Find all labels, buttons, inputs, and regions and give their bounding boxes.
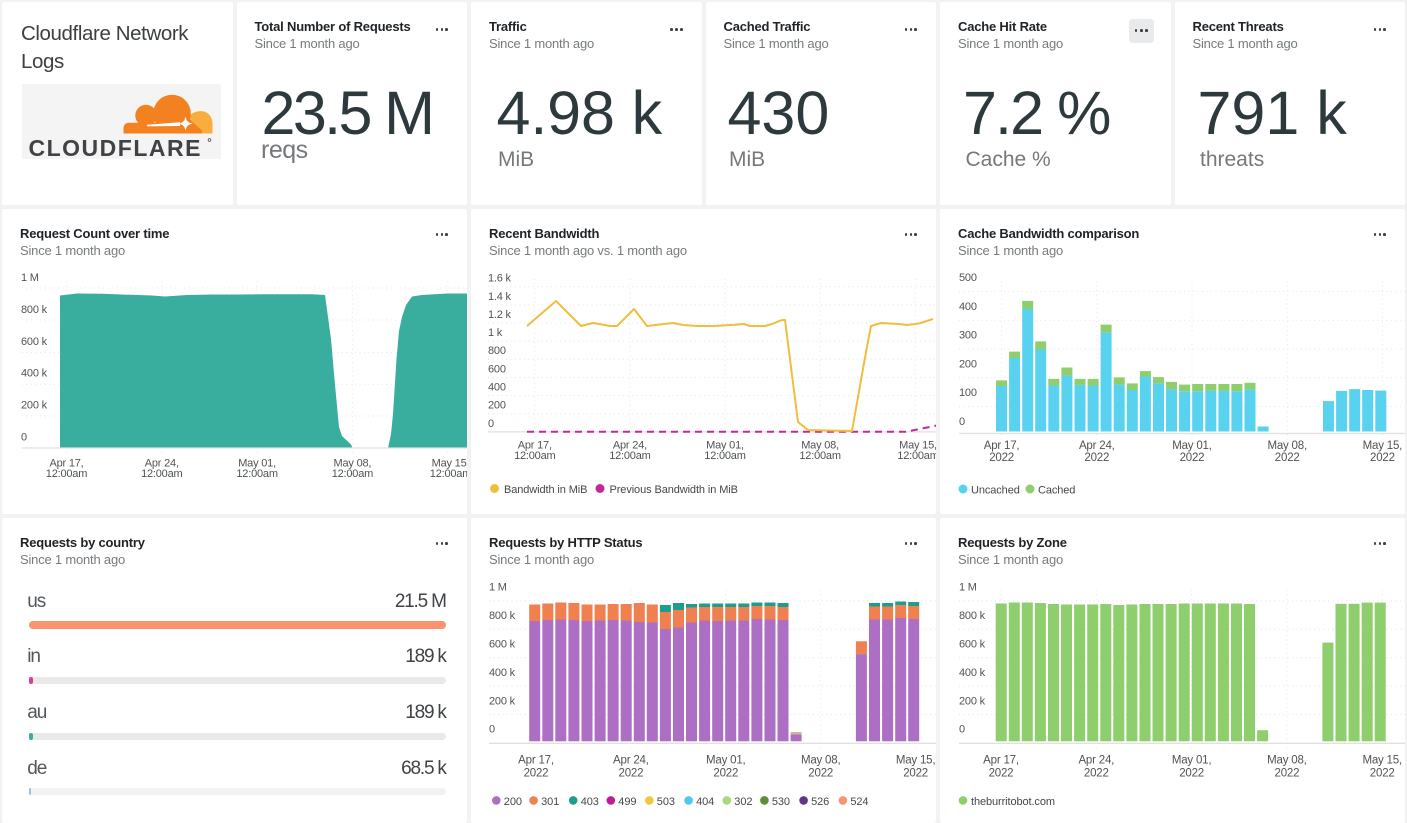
svg-text:2022: 2022	[1275, 452, 1300, 464]
svg-text:2022: 2022	[903, 768, 928, 780]
svg-text:403: 403	[581, 796, 599, 808]
svg-text:100: 100	[959, 387, 977, 399]
svg-text:2022: 2022	[1370, 768, 1395, 780]
svg-text:May 01,: May 01,	[706, 440, 744, 452]
svg-text:800 k: 800 k	[489, 610, 516, 622]
svg-text:1 k: 1 k	[488, 327, 503, 339]
svg-text:12:00am: 12:00am	[897, 450, 936, 462]
svg-text:2022: 2022	[1179, 768, 1204, 780]
svg-text:2022: 2022	[619, 768, 644, 780]
svg-text:May 08,: May 08,	[1267, 440, 1307, 452]
svg-text:499: 499	[618, 796, 636, 808]
svg-text:600: 600	[488, 363, 506, 375]
svg-text:Apr 24,: Apr 24,	[1079, 440, 1115, 452]
svg-text:2022: 2022	[1084, 768, 1109, 780]
svg-text:530: 530	[772, 796, 790, 808]
svg-text:1.2 k: 1.2 k	[488, 309, 512, 321]
svg-text:2022: 2022	[1370, 452, 1395, 464]
svg-text:May 08,: May 08,	[1267, 755, 1307, 767]
svg-text:800: 800	[488, 345, 506, 357]
svg-text:800 k: 800 k	[21, 304, 48, 316]
svg-text:0: 0	[21, 432, 27, 444]
svg-text:Apr 17,: Apr 17,	[49, 457, 83, 469]
svg-text:200 k: 200 k	[21, 400, 48, 412]
svg-text:526: 526	[811, 796, 829, 808]
svg-text:Apr 24,: Apr 24,	[145, 457, 179, 469]
svg-text:0: 0	[959, 416, 965, 428]
svg-text:Apr 17,: Apr 17,	[983, 755, 1019, 767]
svg-text:404: 404	[696, 796, 714, 808]
svg-text:Bandwidth in MiB: Bandwidth in MiB	[504, 484, 587, 496]
svg-text:Previous Bandwidth in MiB: Previous Bandwidth in MiB	[610, 484, 738, 496]
svg-text:12:00am: 12:00am	[514, 450, 555, 462]
svg-text:May 01,: May 01,	[1172, 440, 1212, 452]
svg-text:May 01,: May 01,	[706, 755, 746, 767]
svg-text:1 M: 1 M	[959, 582, 977, 594]
svg-text:Apr 17,: Apr 17,	[518, 755, 554, 767]
svg-text:0: 0	[488, 418, 494, 430]
svg-text:0: 0	[959, 724, 965, 736]
svg-text:Apr 24,: Apr 24,	[613, 755, 649, 767]
svg-text:200: 200	[959, 358, 977, 370]
svg-text:Apr 24,: Apr 24,	[613, 440, 647, 452]
svg-text:May 08,: May 08,	[801, 755, 841, 767]
svg-text:1 M: 1 M	[21, 272, 39, 284]
svg-text:12:00am: 12:00am	[799, 450, 840, 462]
svg-text:2022: 2022	[1180, 452, 1205, 464]
svg-text:12:00am: 12:00am	[704, 450, 745, 462]
svg-text:Apr 24,: Apr 24,	[1078, 755, 1114, 767]
svg-text:May 08,: May 08,	[334, 457, 372, 469]
svg-text:May 01,: May 01,	[1172, 755, 1212, 767]
svg-text:400: 400	[959, 301, 977, 313]
svg-text:12:00am: 12:00am	[236, 468, 277, 480]
svg-text:800 k: 800 k	[959, 610, 986, 622]
svg-text:12:00am: 12:00am	[609, 450, 650, 462]
svg-text:1 M: 1 M	[489, 582, 507, 594]
svg-text:May 15,: May 15,	[1362, 755, 1402, 767]
svg-text:2022: 2022	[989, 768, 1014, 780]
svg-text:May 15,: May 15,	[1363, 440, 1403, 452]
svg-text:2022: 2022	[808, 768, 833, 780]
svg-text:200: 200	[504, 796, 522, 808]
svg-text:600 k: 600 k	[959, 639, 986, 651]
svg-text:1.6 k: 1.6 k	[488, 273, 512, 285]
svg-text:Apr 17,: Apr 17,	[984, 440, 1020, 452]
svg-text:Apr 17,: Apr 17,	[518, 440, 552, 452]
svg-text:400 k: 400 k	[21, 368, 48, 380]
svg-text:May 15,: May 15,	[899, 440, 936, 452]
svg-text:12:00am: 12:00am	[141, 468, 182, 480]
svg-text:200 k: 200 k	[489, 695, 516, 707]
svg-text:2022: 2022	[1275, 768, 1300, 780]
svg-text:0: 0	[489, 724, 495, 736]
svg-text:503: 503	[657, 796, 675, 808]
svg-text:2022: 2022	[524, 768, 549, 780]
svg-text:Cached: Cached	[1038, 485, 1075, 497]
svg-text:200 k: 200 k	[959, 695, 986, 707]
svg-text:600 k: 600 k	[21, 336, 48, 348]
svg-text:theburritobot.com: theburritobot.com	[971, 796, 1055, 808]
svg-text:600 k: 600 k	[489, 639, 516, 651]
svg-text:2022: 2022	[989, 452, 1014, 464]
svg-text:May 08,: May 08,	[801, 440, 839, 452]
svg-text:200: 200	[488, 400, 506, 412]
svg-text:May 01,: May 01,	[238, 457, 276, 469]
svg-text:12:00am: 12:00am	[332, 468, 373, 480]
svg-text:302: 302	[734, 796, 752, 808]
svg-text:2022: 2022	[713, 768, 738, 780]
svg-text:524: 524	[850, 796, 868, 808]
svg-text:500: 500	[959, 272, 977, 284]
svg-text:CLOUDFLARE: CLOUDFLARE	[29, 135, 202, 159]
svg-text:12:00am: 12:00am	[46, 468, 87, 480]
svg-text:400 k: 400 k	[489, 667, 516, 679]
svg-text:May 15,: May 15,	[432, 457, 467, 469]
svg-text:Uncached: Uncached	[971, 485, 1020, 497]
svg-text:400: 400	[488, 382, 506, 394]
svg-text:400 k: 400 k	[959, 667, 986, 679]
svg-text:300: 300	[959, 330, 977, 342]
svg-text:1.4 k: 1.4 k	[488, 291, 512, 303]
svg-text:May 15,: May 15,	[896, 755, 936, 767]
svg-text:12:00am: 12:00am	[430, 468, 467, 480]
svg-text:2022: 2022	[1084, 452, 1109, 464]
svg-text:301: 301	[541, 796, 559, 808]
